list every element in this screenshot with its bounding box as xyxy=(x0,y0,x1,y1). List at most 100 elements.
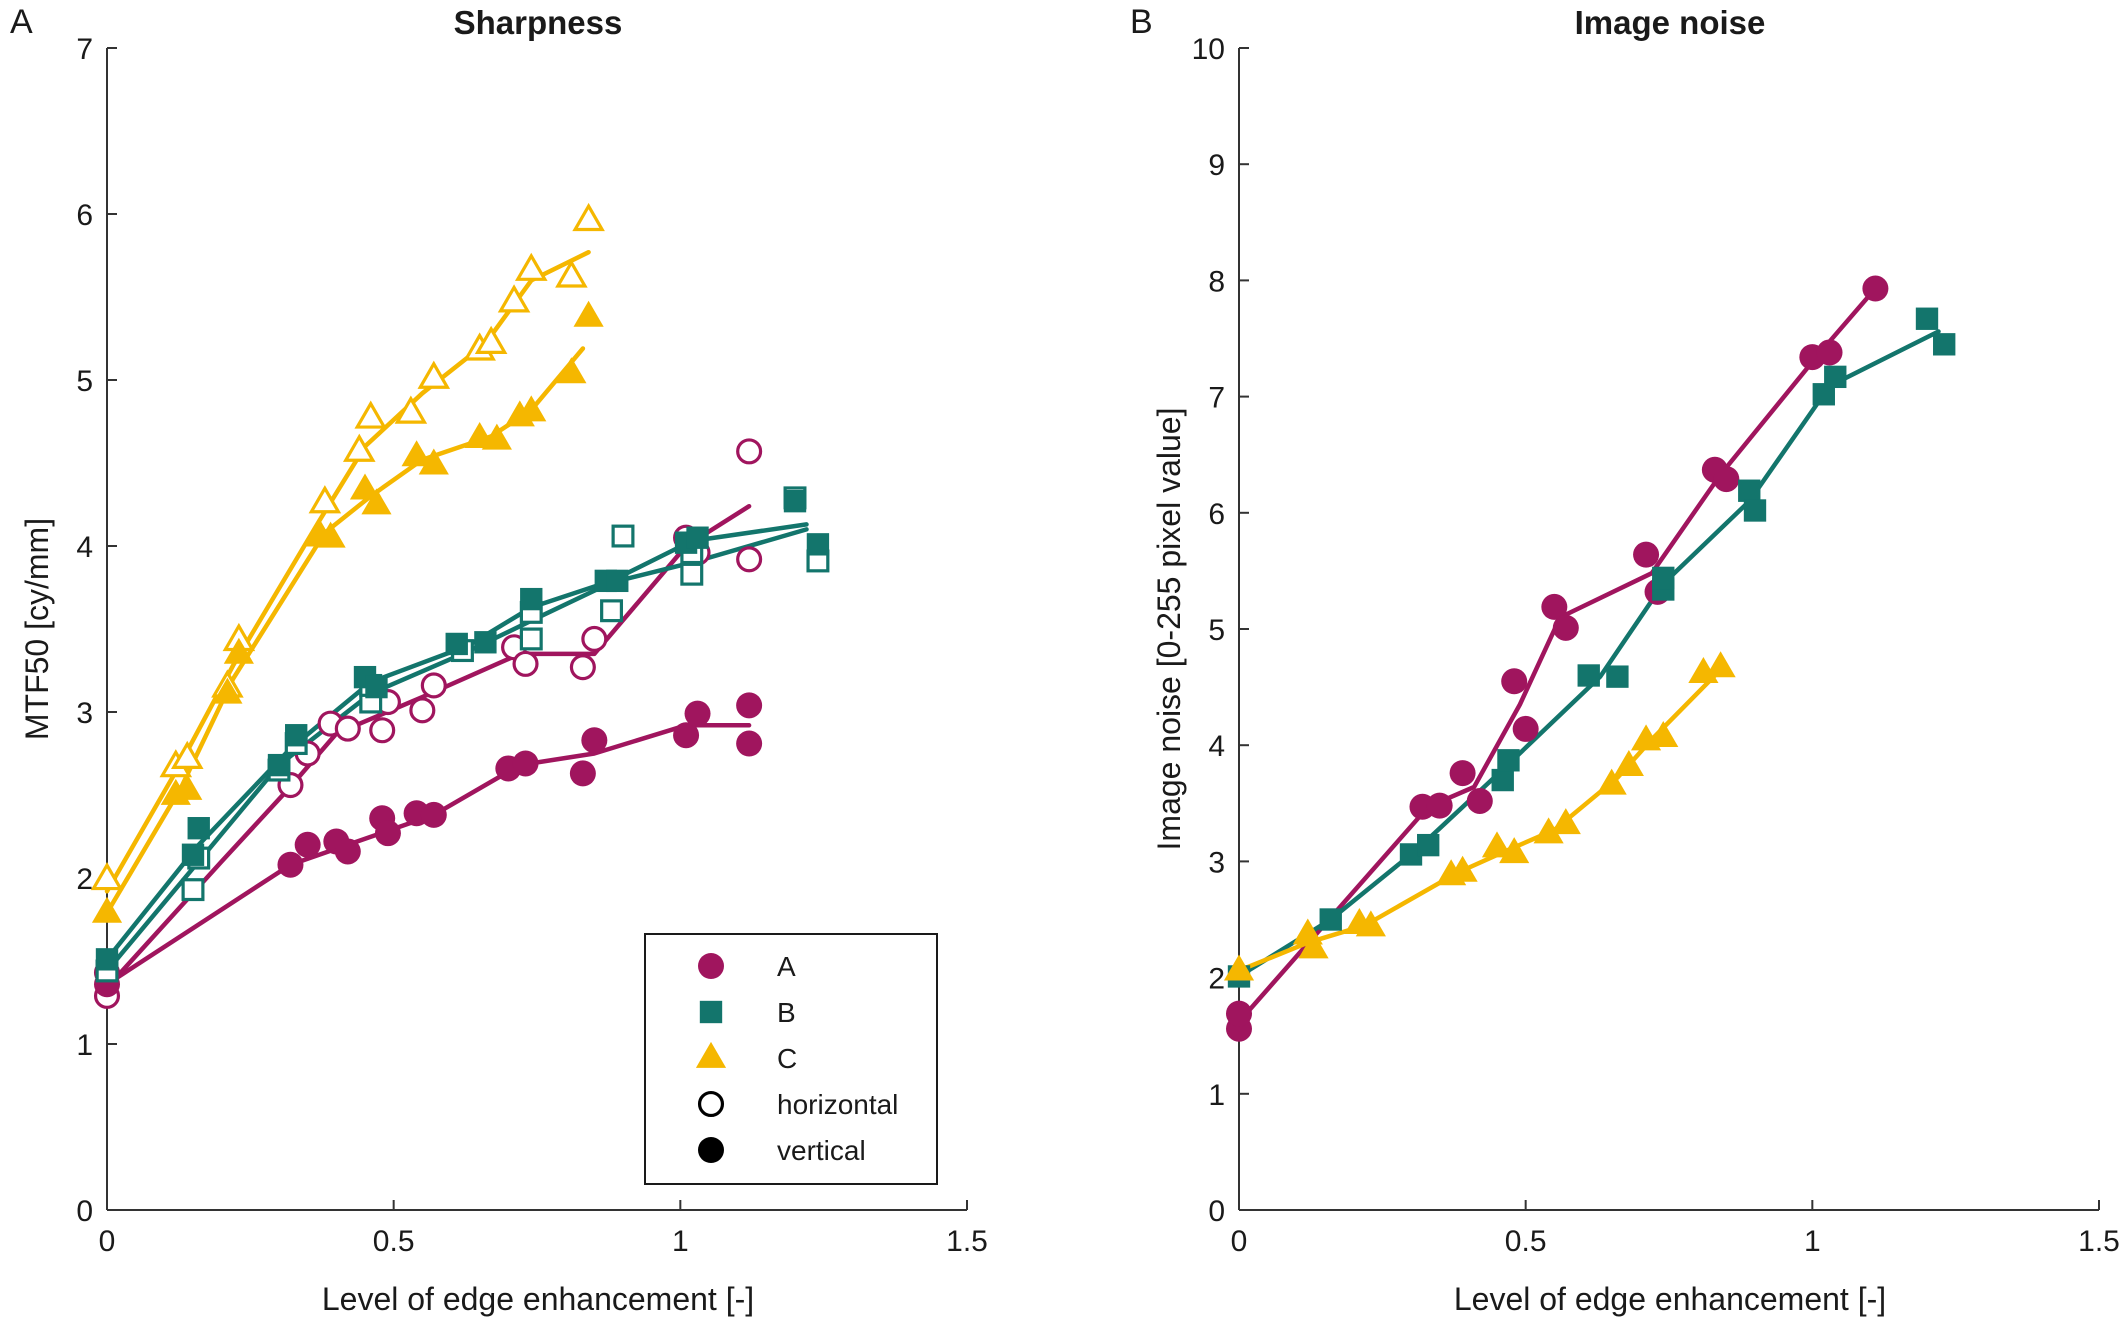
axes-a: 0 0.5 1 1.5 0 1 2 3 4 5 6 7 xyxy=(76,33,988,1258)
fit-line-b-vertical xyxy=(104,522,809,962)
data-point-a-horizontal xyxy=(736,546,763,573)
data-point-b xyxy=(1915,307,1939,330)
data-point-b-vertical xyxy=(474,631,497,654)
data-point-b xyxy=(1743,499,1767,522)
x-tick-label: 1.5 xyxy=(946,1225,988,1258)
panel-b-image-noise: B Image noise Level of edge enhancement … xyxy=(1130,3,2120,1317)
data-point-a-horizontal xyxy=(409,697,436,724)
y-tick-label: 5 xyxy=(76,365,93,398)
data-point-a-horizontal xyxy=(334,715,361,742)
data-point-a-vertical xyxy=(420,801,447,828)
data-point-a-vertical xyxy=(569,760,596,787)
chart-title-b: Image noise xyxy=(1575,4,1766,41)
legend-marker-b xyxy=(699,1000,723,1024)
data-point-c-horizontal xyxy=(497,284,531,313)
data-point-c-vertical xyxy=(516,395,547,422)
data-point-a-vertical xyxy=(294,831,321,858)
fit-line-b-horizontal xyxy=(104,527,809,974)
y-tick-label: 0 xyxy=(1208,1195,1225,1228)
fit-line-a-horizontal xyxy=(104,503,752,990)
legend-box xyxy=(644,933,938,1185)
y-tick-label: 4 xyxy=(1208,730,1225,763)
data-point-c-vertical xyxy=(212,677,243,704)
data-point-a xyxy=(1466,787,1493,814)
data-point-c-vertical xyxy=(418,448,449,475)
data-point-a xyxy=(1226,1000,1252,1027)
data-point-a xyxy=(1426,792,1453,819)
data-point-b xyxy=(1606,665,1629,688)
data-point-c xyxy=(1533,817,1564,844)
data-point-c xyxy=(1298,932,1329,959)
data-point-b-vertical xyxy=(806,533,830,556)
panel-label-a: A xyxy=(10,3,33,41)
data-point-c-vertical xyxy=(91,896,123,923)
data-point-b-vertical xyxy=(95,948,119,971)
data-point-c xyxy=(1499,837,1530,864)
x-tick-label: 1 xyxy=(1804,1225,1821,1258)
data-point-a-vertical xyxy=(736,730,763,757)
y-tick-label: 3 xyxy=(76,697,93,730)
data-point-c xyxy=(1705,651,1736,678)
y-tick-label: 9 xyxy=(1208,149,1225,182)
data-point-b xyxy=(1933,333,1956,356)
data-point-b-horizontal xyxy=(680,562,704,586)
legend-label-a: A xyxy=(777,951,796,982)
data-point-b-horizontal xyxy=(600,599,624,623)
data-point-b-vertical xyxy=(187,817,210,840)
data-point-a-vertical xyxy=(684,700,711,727)
axes-b: 0 0.5 1 1.5 0 1 2 3 4 5 6 7 8 9 10 xyxy=(1192,33,2120,1258)
data-point-b xyxy=(1417,833,1440,857)
data-point-c-horizontal xyxy=(514,252,548,281)
x-axis-label-b: Level of edge enhancement [-] xyxy=(1454,1281,1886,1317)
data-point-a xyxy=(1816,339,1843,366)
x-tick-label: 0.5 xyxy=(373,1225,415,1258)
y-tick-label: 1 xyxy=(1208,1079,1225,1112)
data-point-b-vertical xyxy=(445,632,468,656)
x-tick-label: 0 xyxy=(1231,1225,1248,1258)
data-point-c-horizontal xyxy=(170,740,204,769)
fit-line-b xyxy=(1236,329,1941,979)
data-point-c-vertical xyxy=(481,423,512,450)
data-point-a-horizontal xyxy=(420,672,447,699)
data-point-c-horizontal xyxy=(90,861,124,891)
legend-marker-vertical xyxy=(698,1137,724,1163)
data-point-b-horizontal xyxy=(519,627,543,651)
data-point-b-horizontal xyxy=(181,878,205,902)
data-point-b-vertical xyxy=(606,569,629,593)
legend-label-vertical: vertical xyxy=(777,1135,866,1166)
data-point-c xyxy=(1648,720,1679,747)
legend-label-b: B xyxy=(777,997,796,1028)
data-point-c xyxy=(1223,954,1255,981)
y-tick-label: 2 xyxy=(76,863,93,896)
data-point-a xyxy=(1713,466,1740,493)
data-point-c-vertical xyxy=(401,440,432,467)
data-point-b-vertical xyxy=(285,724,308,747)
legend-marker-horizontal xyxy=(697,1090,725,1118)
data-point-c-vertical xyxy=(349,473,381,500)
data-point-a xyxy=(1501,668,1528,695)
panel-label-b: B xyxy=(1130,3,1153,41)
x-tick-label: 1.5 xyxy=(2078,1225,2120,1258)
data-point-b xyxy=(1491,768,1514,792)
data-point-c-vertical xyxy=(573,300,604,327)
plot-area-a xyxy=(90,202,830,1009)
x-tick-label: 0 xyxy=(99,1225,116,1258)
data-point-c xyxy=(1596,768,1627,795)
data-point-c-horizontal xyxy=(394,395,428,424)
data-point-c-vertical xyxy=(556,357,587,384)
data-point-b xyxy=(1738,479,1761,502)
data-point-c-vertical xyxy=(172,773,203,800)
y-tick-label: 10 xyxy=(1192,33,1225,66)
y-tick-label: 6 xyxy=(1208,498,1225,531)
data-point-a-vertical xyxy=(673,722,700,749)
data-point-a-horizontal xyxy=(369,717,396,744)
legend-marker-c xyxy=(695,1041,727,1068)
legend-label-horizontal: horizontal xyxy=(777,1089,898,1120)
data-point-a-horizontal xyxy=(736,438,763,465)
data-point-c xyxy=(1355,910,1386,937)
data-point-b-vertical xyxy=(267,753,291,777)
data-point-b xyxy=(1399,843,1423,866)
legend-label-c: C xyxy=(777,1043,797,1074)
y-tick-label: 6 xyxy=(76,199,93,232)
